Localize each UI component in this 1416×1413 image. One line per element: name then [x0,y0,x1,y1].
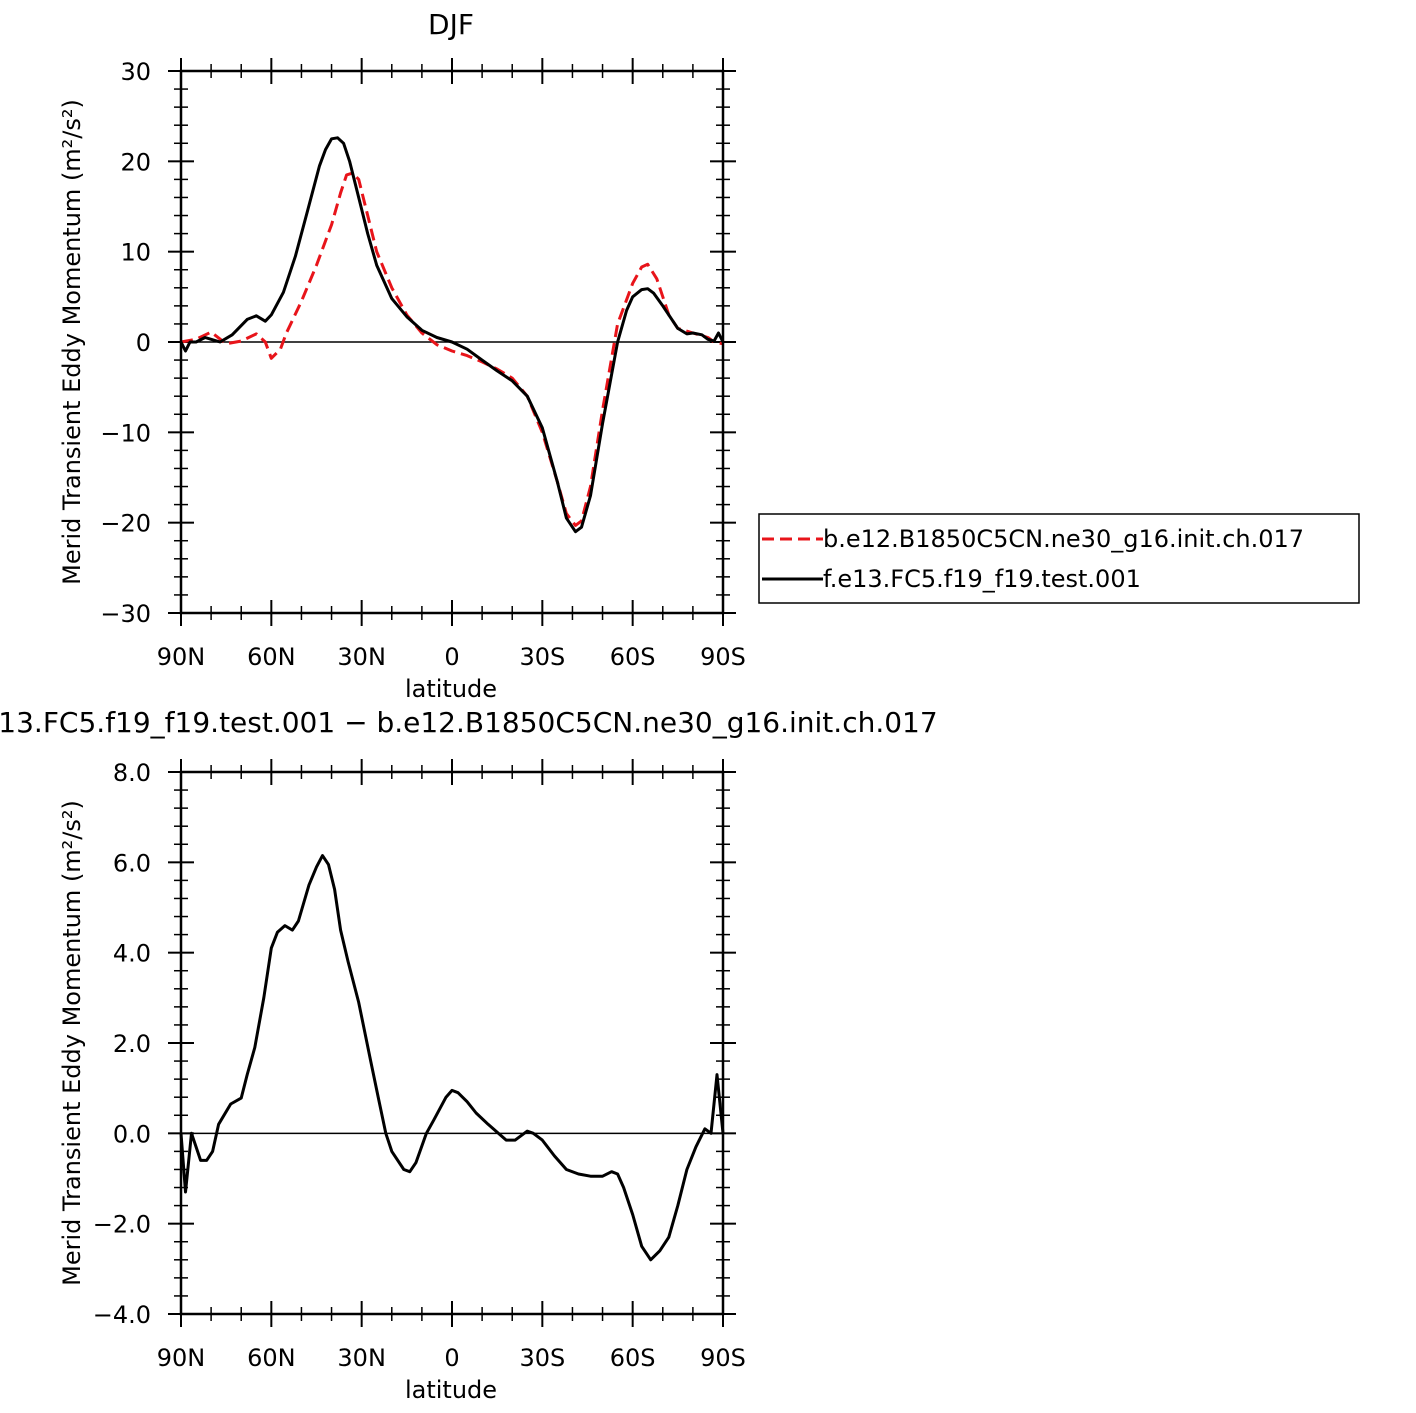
top-tick-labels: 90N 60N 30N 0 30S 60S 90S −30 −20 −10 0 10 20 30 [100,58,746,671]
top-plot-frame [179,69,725,615]
bottom-x-tick-label: 30S [519,1344,565,1372]
bottom-ticks [168,759,736,1327]
bottom-series-layer [179,854,725,1262]
bottom-x-tick-label: 30N [337,1344,386,1372]
bottom-y-tick-label: 0.0 [113,1120,151,1148]
bottom-panel: f.e13.FC5.f19_f19.test.001 − b.e12.B1850… [0,706,938,1404]
bottom-y-tick-label: −2.0 [93,1211,151,1239]
top-series-line-1 [180,171,724,527]
top-x-tick-label: 90S [700,643,746,671]
bottom-x-tick-label: 60N [247,1344,296,1372]
bottom-y-axis-label: Merid Transient Eddy Momentum (m²/s²) [58,800,86,1286]
bottom-plot-frame [179,770,725,1316]
bottom-x-tick-label: 90N [157,1344,206,1372]
bottom-series-line-1 [179,854,725,1262]
top-x-tick-label: 60N [247,643,296,671]
top-y-tick-label: 0 [136,329,151,357]
top-y-tick-label: −10 [100,419,151,447]
top-x-tick-label: 0 [444,643,459,671]
top-x-tick-label: 30S [519,643,565,671]
top-y-tick-label: −20 [100,510,151,538]
top-y-tick-label: −30 [100,600,151,628]
top-panel: DJF 90N 60N 30N 0 30S 60S 90S−30−20−100102030 … [58,8,1360,703]
legend-label-series-1: b.e12.B1850C5CN.ne30_g16.init.ch.017 [823,525,1304,553]
bottom-x-tick-label: 90S [700,1344,746,1372]
bottom-y-tick-label: 2.0 [113,1030,151,1058]
bottom-tick-labels: 90N 60N 30N 0 30S 60S 90S −4.0 −2.0 0.0 2.0 4.0 6.0 8… [93,759,746,1372]
top-x-axis-label: latitude [405,675,497,703]
bottom-x-axis-label: latitude [405,1376,497,1404]
top-series-layer [179,136,725,534]
top-y-tick-label: 30 [120,58,151,86]
bottom-y-tick-label: 8.0 [113,759,151,787]
top-x-tick-label: 90N [157,643,206,671]
bottom-y-tick-label: 4.0 [113,940,151,968]
bottom-y-tick-label: −4.0 [93,1301,151,1329]
bottom-chart-title: f.e13.FC5.f19_f19.test.001 − b.e12.B1850… [0,706,938,739]
top-chart-title: DJF [428,8,474,41]
bottom-x-tick-label: 0 [444,1344,459,1372]
bottom-x-tick-label: 60S [610,1344,656,1372]
top-y-tick-label: 20 [120,148,151,176]
top-y-tick-label: 10 [120,239,151,267]
top-y-axis-label: Merid Transient Eddy Momentum (m²/s²) [58,99,86,585]
legend: b.e12.B1850C5CN.ne30_g16.init.ch.017 f.e… [758,513,1360,604]
top-series-line-2 [179,136,725,534]
legend-label-series-2: f.e13.FC5.f19_f19.test.001 [823,565,1141,593]
legend-box [758,513,1360,604]
bottom-y-tick-label: 6.0 [113,849,151,877]
top-x-tick-label: 60S [610,643,656,671]
top-x-tick-label: 30N [337,643,386,671]
